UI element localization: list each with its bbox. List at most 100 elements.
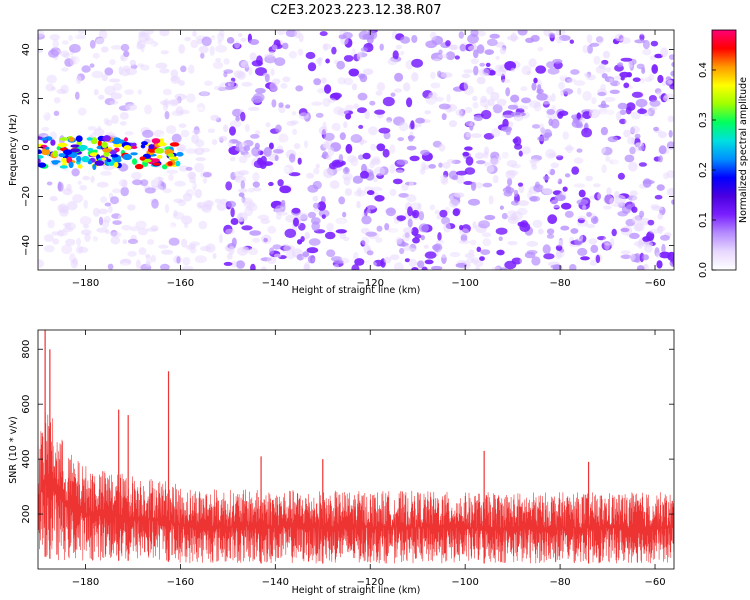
heatmap-cell bbox=[507, 104, 518, 110]
heatmap-cell bbox=[569, 39, 574, 44]
colorbar: 0.0 0.1 0.2 0.3 0.4 Normalized spectral ampl… bbox=[698, 29, 749, 278]
heatmap-cell bbox=[505, 170, 516, 179]
heatmap-cell bbox=[199, 74, 205, 84]
heatmap-cell bbox=[658, 145, 667, 155]
heatmap-band-cell bbox=[152, 162, 161, 166]
heatmap-cell bbox=[339, 132, 346, 141]
heatmap-cell bbox=[514, 143, 523, 150]
heatmap-cell bbox=[263, 174, 271, 184]
heatmap-cell bbox=[135, 259, 141, 269]
heatmap-cell bbox=[272, 244, 282, 250]
heatmap-cell bbox=[366, 203, 377, 210]
heatmap-cell bbox=[50, 86, 56, 91]
heatmap-cell bbox=[387, 58, 398, 66]
heatmap-cell bbox=[633, 241, 644, 247]
heatmap-cell bbox=[626, 213, 636, 219]
heatmap-cell bbox=[648, 74, 655, 81]
heatmap-cell bbox=[68, 30, 78, 40]
heatmap-cell bbox=[611, 228, 617, 237]
heatmap-cell bbox=[605, 155, 611, 162]
heatmap-cell bbox=[120, 54, 125, 62]
heatmap-cell bbox=[438, 248, 450, 258]
heatmap-cell bbox=[170, 222, 177, 229]
heatmap-cell bbox=[112, 220, 122, 226]
heatmap-cell bbox=[140, 179, 149, 187]
heatmap-band-cell bbox=[50, 139, 56, 146]
heatmap-cell bbox=[132, 179, 143, 186]
heatmap-cell bbox=[218, 233, 223, 244]
heatmap-cell bbox=[390, 92, 396, 97]
heatmap-cell bbox=[274, 205, 284, 215]
heatmap-cell bbox=[104, 85, 116, 96]
heatmap-cell bbox=[168, 237, 180, 246]
heatmap-cell bbox=[194, 188, 203, 199]
heatmap-cell bbox=[77, 107, 87, 116]
x-tick-label: −80 bbox=[550, 577, 571, 588]
heatmap-cell bbox=[370, 143, 377, 151]
figure-title: C2E3.2023.223.12.38.R07 bbox=[270, 3, 441, 18]
heatmap-cell bbox=[623, 82, 630, 89]
heatmap-cell bbox=[469, 121, 474, 131]
heatmap-cell bbox=[464, 146, 473, 151]
heatmap-cell bbox=[92, 54, 105, 60]
heatmap-cell bbox=[531, 164, 538, 171]
heatmap-cell bbox=[574, 238, 584, 246]
heatmap-cell bbox=[462, 151, 470, 157]
heatmap-cell bbox=[364, 110, 370, 120]
heatmap-cell bbox=[172, 212, 185, 220]
heatmap-cell bbox=[370, 186, 383, 192]
heatmap-cell bbox=[510, 32, 517, 42]
heatmap-band-cell bbox=[68, 161, 74, 168]
heatmap-cell bbox=[344, 188, 353, 196]
heatmap-cell bbox=[424, 187, 435, 197]
heatmap-cell bbox=[373, 177, 378, 183]
heatmap-cell bbox=[356, 51, 363, 61]
heatmap-cell bbox=[280, 82, 288, 89]
heatmap-cell bbox=[109, 100, 119, 105]
heatmap-cell bbox=[162, 188, 172, 194]
heatmap-cell bbox=[390, 227, 401, 236]
heatmap-cell bbox=[659, 251, 671, 259]
heatmap-cell bbox=[510, 94, 520, 103]
heatmap-cell bbox=[430, 71, 436, 80]
heatmap-band-cell bbox=[92, 164, 97, 170]
heatmap-cell bbox=[458, 108, 466, 118]
heatmap-cell bbox=[96, 227, 109, 233]
heatmap-cell bbox=[296, 253, 305, 261]
heatmap-cell bbox=[274, 154, 279, 162]
heatmap-band-cell bbox=[86, 137, 93, 141]
heatmap-cell bbox=[424, 251, 437, 259]
heatmap-cell bbox=[561, 202, 572, 210]
heatmap-cell bbox=[481, 109, 492, 120]
heatmap-cell bbox=[593, 55, 601, 65]
heatmap-cell bbox=[170, 226, 176, 237]
heatmap-cell bbox=[127, 204, 136, 211]
heatmap-cell bbox=[356, 200, 361, 209]
heatmap-cell bbox=[670, 70, 674, 77]
heatmap-cell bbox=[396, 159, 409, 165]
heatmap-cell bbox=[101, 74, 108, 82]
heatmap-cell bbox=[98, 94, 105, 100]
heatmap-cell bbox=[603, 194, 614, 205]
heatmap-cell bbox=[411, 95, 417, 102]
heatmap-cell bbox=[501, 151, 509, 159]
heatmap-band-cell bbox=[38, 162, 47, 168]
heatmap-cell bbox=[38, 259, 44, 269]
heatmap-cell bbox=[211, 139, 218, 146]
heatmap-cell bbox=[207, 128, 216, 133]
heatmap-cell bbox=[295, 85, 304, 92]
heatmap-cell bbox=[163, 231, 174, 237]
heatmap-cell bbox=[304, 140, 308, 149]
heatmap-cell bbox=[261, 266, 267, 270]
snr-y-axis: 200 400 600 800 bbox=[21, 340, 674, 524]
heatmap-cell bbox=[472, 221, 477, 229]
heatmap-cell bbox=[342, 32, 353, 39]
heatmap-cell bbox=[167, 224, 176, 232]
colorbar-tick-label: 0.4 bbox=[698, 62, 709, 78]
heatmap-cell bbox=[244, 64, 250, 72]
heatmap-cell bbox=[170, 69, 179, 78]
heatmap-cell bbox=[392, 178, 403, 185]
heatmap-cell bbox=[204, 194, 211, 199]
heatmap-cell bbox=[393, 262, 404, 270]
heatmap-cell bbox=[80, 229, 92, 236]
